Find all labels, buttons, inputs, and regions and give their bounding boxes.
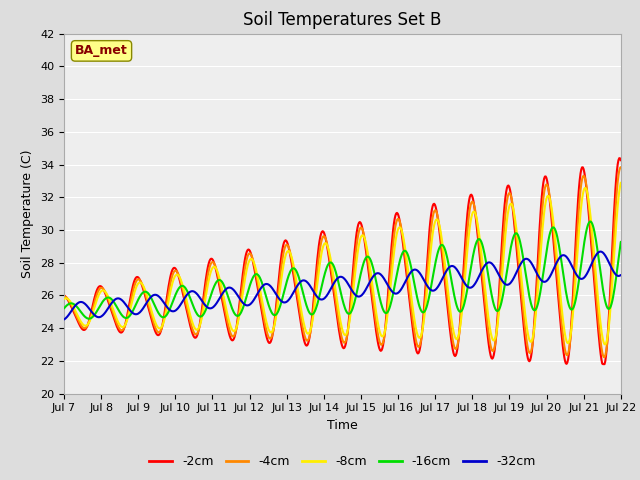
X-axis label: Time: Time xyxy=(327,419,358,432)
Legend: -2cm, -4cm, -8cm, -16cm, -32cm: -2cm, -4cm, -8cm, -16cm, -32cm xyxy=(145,450,540,473)
Title: Soil Temperatures Set B: Soil Temperatures Set B xyxy=(243,11,442,29)
Y-axis label: Soil Temperature (C): Soil Temperature (C) xyxy=(22,149,35,278)
Text: BA_met: BA_met xyxy=(75,44,128,58)
